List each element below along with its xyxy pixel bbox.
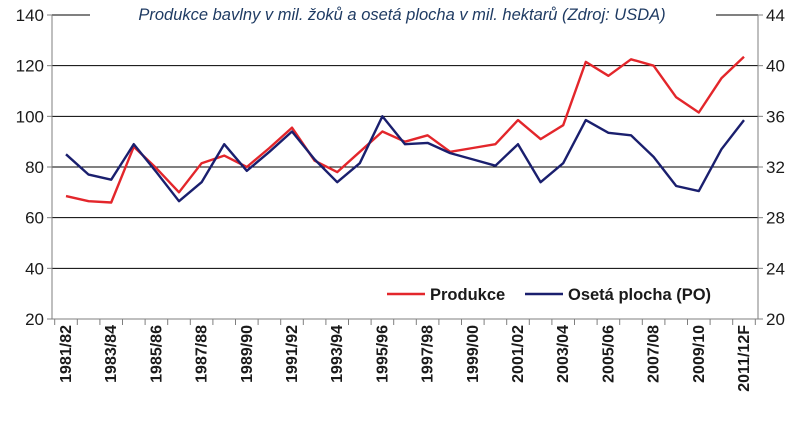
x-tick-label: 2007/08: [646, 325, 663, 383]
x-tick-label: 1983/84: [103, 325, 120, 383]
y-tick-label-right: 36: [766, 107, 785, 126]
series-line-oseta-plocha: [65, 115, 745, 203]
right-y-tick-labels: 20 24 28 32 36 40 44: [758, 6, 785, 329]
x-tick-label: 1995/96: [374, 325, 391, 383]
title-background: [90, 4, 716, 26]
x-tick-label: 2005/06: [600, 325, 617, 383]
x-tick-label: 1997/98: [420, 325, 437, 383]
x-tick-marks: [54, 319, 756, 325]
y-tick-label-left: 120: [16, 57, 44, 76]
series-line-produkce: [65, 55, 745, 204]
gridlines: [52, 14, 758, 320]
y-tick-label-left: 100: [16, 107, 44, 126]
x-tick-label: 2001/02: [510, 325, 527, 383]
x-tick-label: 1991/92: [284, 325, 301, 383]
series-lines: [65, 55, 745, 204]
y-tick-label-left: 60: [25, 209, 44, 228]
y-tick-label-right: 44: [766, 6, 785, 25]
y-tick-label-left: 40: [25, 259, 44, 278]
legend-label-produkce: Produkce: [430, 286, 505, 304]
x-tick-label: 1999/00: [465, 325, 482, 383]
y-tick-label-right: 24: [766, 259, 785, 278]
x-tick-label: 2009/10: [691, 325, 708, 383]
x-tick-label: 1985/86: [148, 325, 165, 383]
x-tick-labels: 1981/82 1983/84 1985/86 1987/88 1989/90 1991/…: [58, 325, 753, 392]
x-tick-label: 1987/88: [194, 325, 211, 383]
y-tick-label-right: 20: [766, 310, 785, 329]
y-tick-label-left: 80: [25, 158, 44, 177]
left-y-tick-labels: 20 40 60 80 100 120 140: [16, 6, 52, 329]
chart-title: Produkce bavlny v mil. žoků a osetá ploc…: [138, 6, 665, 24]
y-tick-label-right: 28: [766, 209, 785, 228]
x-tick-label: 1989/90: [239, 325, 256, 383]
legend-label-oseta-plocha: Osetá plocha (PO): [568, 286, 711, 304]
legend: Produkce Osetá plocha (PO): [387, 286, 711, 304]
y-tick-label-right: 32: [766, 158, 785, 177]
x-tick-label: 1993/94: [329, 325, 346, 383]
y-tick-label-left: 20: [25, 310, 44, 329]
x-tick-label: 1981/82: [58, 325, 75, 383]
x-tick-label: 2003/04: [555, 325, 572, 383]
x-tick-label: 2011/12F: [736, 325, 753, 392]
y-tick-label-right: 40: [766, 57, 785, 76]
y-tick-label-left: 140: [16, 6, 44, 25]
